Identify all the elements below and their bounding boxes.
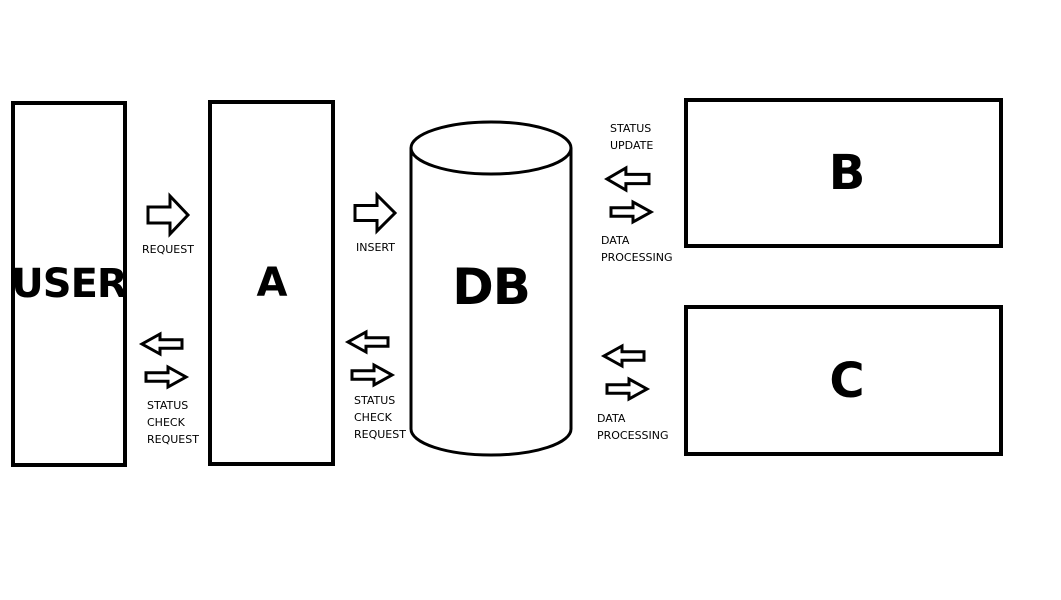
c-label: C — [829, 352, 864, 409]
b-label: B — [828, 145, 866, 201]
status-request-arrow-right-icon — [144, 364, 190, 390]
c-box: C — [684, 305, 1003, 456]
insert-label: INSERT — [356, 241, 395, 254]
data-processing-arrow-right-icon-b — [609, 199, 655, 225]
c-response-arrow-left-icon — [600, 343, 646, 369]
b-box: B — [684, 98, 1003, 248]
status-response-arrow-left-icon — [138, 331, 184, 357]
a-label: A — [256, 260, 288, 306]
db-status-request-arrow-right-icon — [350, 362, 396, 388]
status-update-label: STATUS UPDATE — [610, 122, 654, 152]
request-label: REQUEST — [142, 243, 194, 256]
status-check-request-label-user: STATUS CHECK REQUEST — [147, 399, 199, 446]
insert-arrow-right-icon — [353, 191, 398, 235]
status-check-request-label-a: STATUS CHECK REQUEST — [354, 394, 406, 441]
db-label: DB — [452, 258, 531, 316]
request-arrow-right-icon — [146, 192, 191, 238]
data-processing-label-c: DATA PROCESSING — [597, 412, 669, 442]
a-box: A — [208, 100, 335, 466]
status-update-arrow-left-icon — [604, 165, 651, 193]
user-label: USER — [11, 261, 127, 307]
data-processing-label-b: DATA PROCESSING — [601, 234, 673, 264]
user-box: USER — [11, 101, 128, 467]
db-cylinder — [409, 120, 573, 457]
db-status-response-arrow-left-icon — [344, 329, 390, 355]
data-processing-arrow-right-icon-c — [605, 376, 651, 402]
